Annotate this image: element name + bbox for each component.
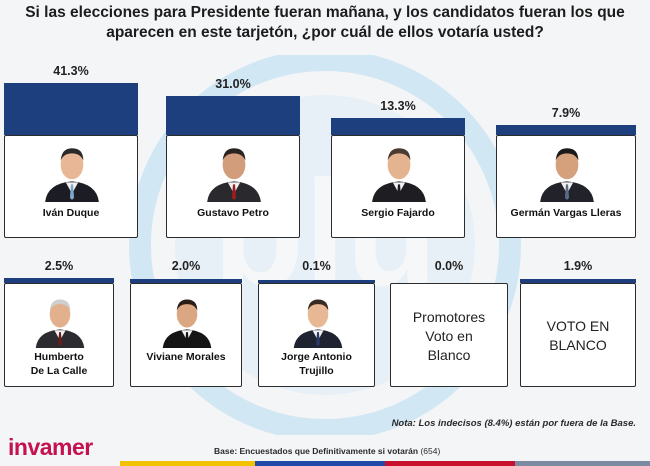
candidate-card-5: Humberto De La Calle <box>4 283 114 387</box>
candidate-name-line2: Trujillo <box>299 365 334 377</box>
value-label-4: 7.9% <box>551 106 581 121</box>
stripe-segment <box>255 461 385 466</box>
candidate-card-6: Viviane Morales <box>130 283 242 387</box>
candidate-name: Viviane Morales <box>146 351 226 363</box>
stripe-segment <box>385 461 515 466</box>
ballot-option-text: Blanco <box>427 346 471 363</box>
chart-title: Si las elecciones para Presidente fueran… <box>25 4 625 41</box>
ballot-option-text: VOTO EN <box>546 318 610 334</box>
candidate-card-1: Iván Duque <box>4 135 138 238</box>
candidate-card-7: Jorge Antonio Trujillo <box>258 283 375 387</box>
candidate-card-9: VOTO EN BLANCO <box>520 283 636 387</box>
candidate-card-4: Germán Vargas Lleras <box>496 135 636 238</box>
candidate-photo <box>203 140 265 207</box>
value-label-3: 13.3% <box>380 99 416 114</box>
base-label: Base: Encuestados que Definitivamente si… <box>214 446 440 456</box>
candidate-card-2: Gustavo Petro <box>166 135 300 238</box>
value-label-7: 0.1% <box>302 259 331 273</box>
candidate-name-line2: De La Calle <box>30 365 88 377</box>
candidate-name: Sergio Fajardo <box>361 207 435 219</box>
value-label-5: 2.5% <box>44 259 74 273</box>
bar-5 <box>4 278 114 283</box>
candidate-card-3: Sergio Fajardo <box>331 135 465 238</box>
bar-3 <box>331 118 465 135</box>
bar-9 <box>520 279 636 283</box>
ballot-option-text: Voto en <box>425 327 473 344</box>
footnote: Nota: Los indecisos (8.4%) están por fue… <box>391 418 636 429</box>
candidate-name: Jorge Antonio <box>281 351 352 363</box>
bar-7 <box>258 280 375 283</box>
bar-4 <box>496 125 636 135</box>
candidate-photo <box>288 292 348 353</box>
candidate-card-8: Promotores Voto en Blanco <box>390 283 508 387</box>
value-label-6: 2.0% <box>171 259 201 273</box>
base-text: Base: Encuestados que Definitivamente si… <box>214 446 419 456</box>
stripe-segment <box>120 461 255 466</box>
base-count: (654) <box>420 446 441 456</box>
candidate-photo <box>157 292 217 353</box>
candidate-photo <box>368 140 430 207</box>
candidate-photo <box>30 292 90 353</box>
ballot-option-text: Promotores <box>412 308 486 325</box>
value-label-9: 1.9% <box>563 259 593 273</box>
value-label-8: 0.0% <box>434 259 464 273</box>
candidate-name: Gustavo Petro <box>197 207 269 219</box>
ballot-option-text: BLANCO <box>549 337 607 353</box>
candidate-photo <box>41 140 103 207</box>
candidate-name: Humberto <box>34 351 84 363</box>
value-label-2: 31.0% <box>215 76 251 91</box>
bar-2 <box>166 95 300 135</box>
stripe-segment <box>515 461 650 466</box>
candidate-name: Germán Vargas Lleras <box>510 207 622 219</box>
candidate-photo <box>536 140 598 207</box>
bar-1 <box>4 83 138 135</box>
value-label-1: 41.3% <box>53 64 89 78</box>
bar-6 <box>130 279 242 283</box>
candidate-name: Iván Duque <box>42 207 100 219</box>
invamer-logo: invamer <box>8 434 93 460</box>
